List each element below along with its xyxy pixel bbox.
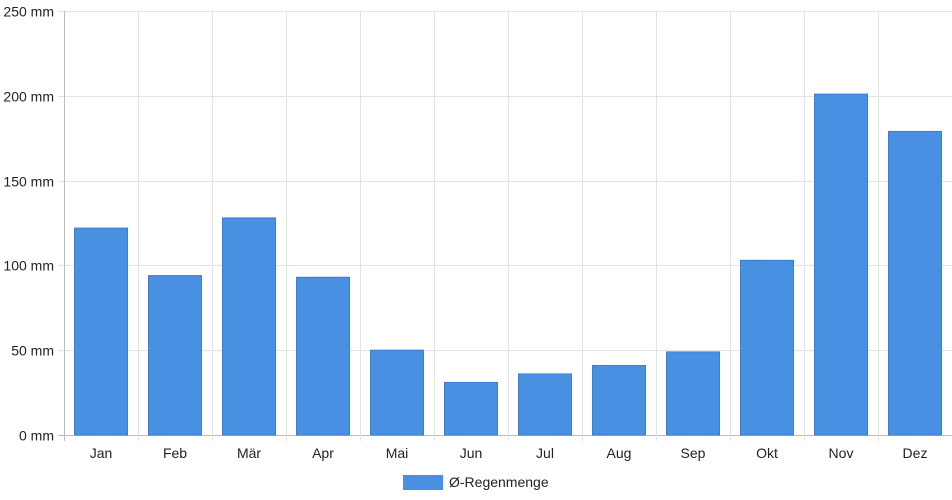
x-tick-label: Mai bbox=[386, 445, 409, 461]
x-tick-label: Apr bbox=[312, 445, 334, 461]
bar-feb[interactable] bbox=[148, 275, 202, 436]
bar-nov[interactable] bbox=[814, 93, 868, 436]
y-tick-label: 150 mm bbox=[3, 174, 54, 190]
x-tick-label: Nov bbox=[829, 445, 854, 461]
y-tick-label: 100 mm bbox=[3, 258, 54, 274]
x-tick-label: Dez bbox=[903, 445, 928, 461]
bar-dez[interactable] bbox=[888, 130, 942, 436]
bar-mai[interactable] bbox=[370, 349, 424, 436]
bar-jun[interactable] bbox=[444, 381, 498, 436]
x-tick-label: Sep bbox=[681, 445, 706, 461]
bar-mär[interactable] bbox=[222, 217, 276, 436]
bar-jul[interactable] bbox=[518, 373, 572, 436]
x-tick-label: Jul bbox=[536, 445, 554, 461]
x-tick-label: Mär bbox=[237, 445, 261, 461]
x-tick-label: Jun bbox=[460, 445, 483, 461]
bar-okt[interactable] bbox=[740, 259, 794, 436]
x-tick-label: Okt bbox=[756, 445, 778, 461]
y-tick-label: 200 mm bbox=[3, 89, 54, 105]
axis-layer: 0 mm 50 mm 100 mm 150 mm 200 mm 250 mm Jan Feb M… bbox=[3, 4, 927, 462]
y-tick-label: 0 mm bbox=[19, 428, 54, 444]
x-tick-label: Jan bbox=[90, 445, 113, 461]
bar-jan[interactable] bbox=[74, 227, 128, 436]
bars-layer bbox=[74, 93, 942, 436]
bar-sep[interactable] bbox=[666, 351, 720, 436]
x-tick-label: Feb bbox=[163, 445, 187, 461]
x-tick-label: Aug bbox=[607, 445, 632, 461]
legend-label: Ø-Regenmenge bbox=[449, 474, 549, 490]
bar-apr[interactable] bbox=[296, 276, 350, 436]
y-tick-label: 50 mm bbox=[11, 343, 54, 359]
legend[interactable]: Ø-Regenmenge bbox=[403, 474, 549, 490]
bar-aug[interactable] bbox=[592, 364, 646, 436]
y-tick-label: 250 mm bbox=[3, 4, 54, 20]
legend-swatch bbox=[403, 475, 443, 490]
grid-layer bbox=[58, 11, 952, 441]
